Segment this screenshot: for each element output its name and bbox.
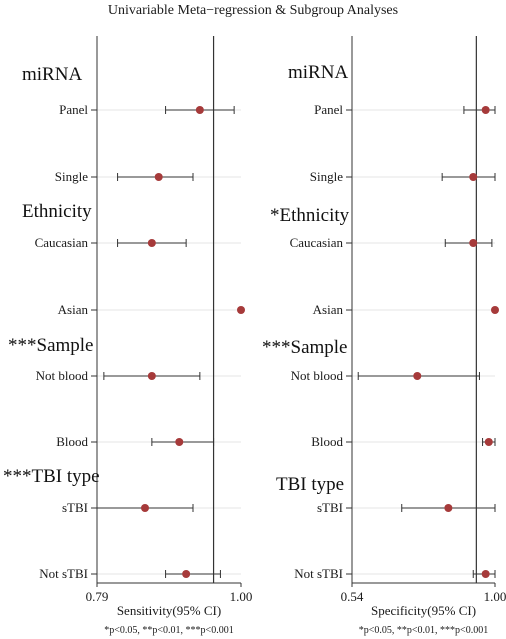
estimate-point (491, 306, 499, 314)
row-label: Not blood (36, 368, 89, 383)
row-label: sTBI (317, 500, 343, 515)
figure-title: Univariable Meta−regression & Subgroup A… (108, 3, 398, 18)
estimate-point (413, 372, 422, 380)
row-label: Caucasian (35, 235, 89, 250)
x-tick-label: 0.54 (341, 589, 364, 604)
estimate-point (484, 438, 493, 446)
panel-sensitivity: 0.79 1.00 Sensitivity(95% CI) *p<0.05, **p<… (3, 36, 252, 636)
row-label: Blood (311, 434, 343, 449)
estimate-point (481, 106, 490, 114)
x-tick-label: 1.00 (484, 589, 506, 604)
group-header: miRNA (22, 64, 82, 85)
row-label: Panel (314, 102, 343, 117)
estimate-point (195, 106, 204, 114)
estimate-point (481, 570, 490, 578)
group-header: *Ethnicity (270, 205, 350, 226)
footnote: *p<0.05, **p<0.01, ***p<0.001 (359, 625, 488, 636)
row-label: Blood (56, 434, 88, 449)
x-tick-label: 0.79 (86, 589, 109, 604)
row-label: Asian (58, 302, 89, 317)
estimate-point (469, 173, 478, 181)
estimate-point (175, 438, 184, 446)
footnote: *p<0.05, **p<0.01, ***p<0.001 (104, 625, 233, 636)
group-header: miRNA (288, 62, 348, 83)
estimate-point (147, 239, 156, 247)
group-header: Ethnicity (22, 201, 92, 222)
estimate-point (147, 372, 156, 380)
row-label: Caucasian (290, 235, 344, 250)
estimate-point (141, 504, 149, 512)
estimate-point (469, 239, 478, 247)
group-header: ***TBI type (3, 466, 100, 487)
group-header: ***Sample (8, 335, 94, 356)
estimate-point (154, 173, 163, 181)
x-axis-label: Sensitivity(95% CI) (117, 603, 221, 618)
x-tick-label: 1.00 (230, 589, 253, 604)
estimate-point (444, 504, 453, 512)
estimate-point (182, 570, 191, 578)
x-axis-label: Specificity(95% CI) (371, 603, 476, 618)
group-header: ***Sample (262, 337, 348, 358)
panel-specificity: 0.54 1.00 Specificity(95% CI) *p<0.05, **p<… (262, 36, 506, 636)
row-label: Panel (59, 102, 88, 117)
row-label: Not blood (291, 368, 344, 383)
row-label: Single (310, 169, 343, 184)
row-label: Not sTBI (294, 566, 343, 581)
row-label: Single (55, 169, 88, 184)
row-label: Not sTBI (39, 566, 88, 581)
row-label: sTBI (62, 500, 88, 515)
estimate-point (237, 306, 245, 314)
group-header: TBI type (276, 474, 344, 495)
row-label: Asian (313, 302, 344, 317)
